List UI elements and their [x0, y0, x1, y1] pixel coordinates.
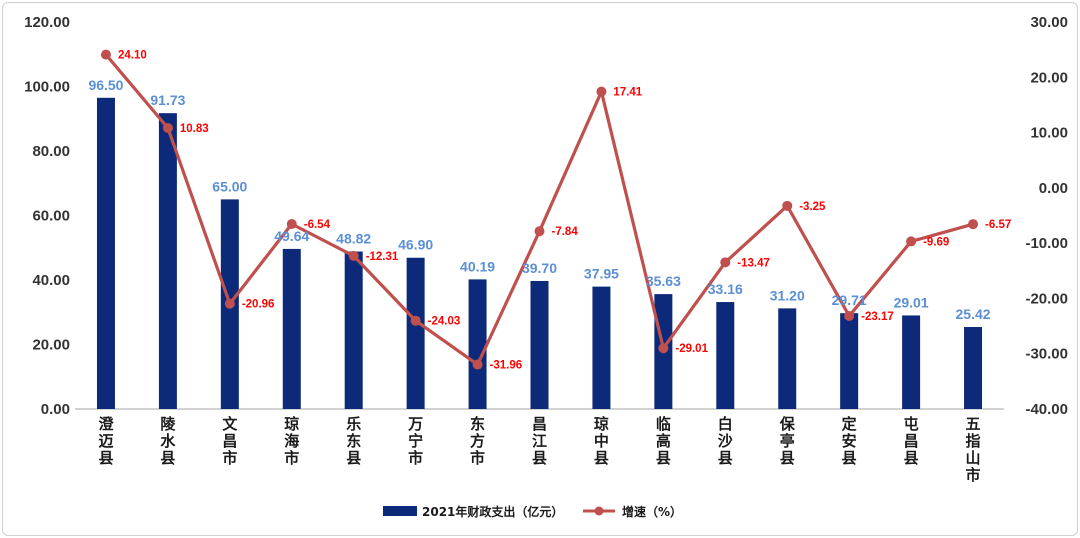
bar: [964, 327, 983, 409]
category-label: 东方市: [470, 415, 485, 467]
bar-data-label: 40.19: [460, 258, 495, 274]
legend-bar-label: 2021年财政支出（亿元）: [422, 504, 563, 519]
line-point: [224, 298, 235, 309]
line-data-label: -12.31: [366, 251, 399, 263]
y-right-tick-label: -10.00: [1025, 235, 1068, 252]
bar-data-label: 37.95: [584, 266, 619, 282]
y-right-tick-label: 10.00: [1030, 125, 1068, 142]
category-label: 临高县: [656, 415, 671, 467]
y-left-tick-label: 120.00: [24, 14, 70, 31]
y-right-tick-label: 0.00: [1039, 180, 1068, 197]
y-right-tick-label: -20.00: [1025, 290, 1068, 307]
y-left-tick-label: 40.00: [32, 272, 70, 289]
bar-data-label: 65.00: [212, 178, 247, 194]
bar: [902, 315, 921, 409]
category-label: 屯昌县: [904, 415, 919, 467]
y-left-tick-label: 60.00: [32, 208, 70, 225]
line-point: [906, 236, 917, 247]
line-point: [844, 310, 855, 321]
bar: [344, 251, 363, 409]
category-label: 乐东县: [346, 415, 361, 467]
category-label: 琼中县: [594, 415, 609, 467]
bar: [158, 113, 177, 410]
y-left-tick-label: 100.00: [24, 79, 70, 96]
line-point: [658, 343, 669, 354]
bar: [406, 257, 425, 409]
legend-line-marker: [594, 506, 604, 516]
line-data-label: -3.25: [799, 201, 826, 213]
legend-line-label: 增速（%）: [622, 504, 682, 519]
bar-data-label: 33.16: [708, 281, 743, 297]
y-left-tick-label: 20.00: [32, 337, 70, 354]
y-left-tick-label: 80.00: [32, 143, 70, 160]
line-point: [968, 219, 979, 230]
bar: [468, 279, 487, 409]
line-point: [720, 257, 731, 268]
bar: [778, 308, 797, 409]
y-right-tick-label: -40.00: [1025, 401, 1068, 418]
line-data-label: -31.96: [490, 360, 523, 372]
line-data-label: -20.96: [242, 299, 275, 311]
category-label: 昌江县: [532, 415, 547, 467]
line-point: [534, 226, 545, 237]
category-label: 文昌市: [222, 415, 238, 467]
line-data-label: 10.83: [180, 123, 209, 135]
line-data-label: -6.57: [985, 219, 1011, 231]
y-right-tick-label: -30.00: [1025, 346, 1068, 363]
line-point: [472, 359, 483, 370]
line-data-label: -9.69: [923, 236, 949, 248]
bar-data-label: 48.82: [336, 231, 371, 247]
bar-data-label: 91.73: [150, 92, 185, 108]
bar: [96, 97, 115, 409]
category-label: 五指山市: [966, 415, 981, 484]
bar: [716, 302, 735, 409]
line-data-label: -7.84: [552, 226, 579, 238]
line-data-label: 24.10: [118, 50, 147, 62]
category-label: 保亭县: [779, 415, 796, 467]
bar: [530, 280, 549, 409]
category-label: 白沙县: [718, 415, 733, 467]
legend-bar-swatch: [383, 506, 417, 516]
line-point: [410, 315, 421, 326]
line-data-label: -13.47: [737, 257, 770, 269]
line-data-label: -23.17: [861, 311, 894, 323]
bar-data-label: 49.64: [274, 228, 309, 244]
line-point: [286, 219, 297, 230]
line-data-label: 17.41: [613, 87, 642, 99]
bar: [282, 248, 301, 409]
bar-data-label: 31.20: [770, 287, 805, 303]
category-label: 陵水县: [160, 415, 176, 467]
y-left-tick-label: 0.00: [41, 401, 70, 418]
category-label: 琼海市: [284, 415, 299, 467]
line-data-label: -6.54: [304, 219, 331, 231]
bar: [592, 286, 611, 409]
line-point: [100, 49, 111, 60]
category-label: 定安县: [842, 415, 857, 467]
line-point: [348, 250, 359, 261]
y-right-tick-label: 30.00: [1030, 14, 1068, 31]
bar-data-label: 39.70: [522, 260, 557, 276]
line-point: [596, 86, 607, 97]
line-data-label: -24.03: [428, 316, 461, 328]
bar-data-label: 29.01: [894, 294, 929, 310]
line-point: [782, 200, 793, 211]
bar-data-label: 46.90: [398, 237, 433, 253]
line-point: [162, 122, 173, 133]
bar: [840, 313, 859, 409]
bar-data-label: 35.63: [646, 273, 681, 289]
bar-data-label: 25.42: [956, 306, 991, 322]
y-right-tick-label: 20.00: [1030, 69, 1068, 86]
line-data-label: -29.01: [675, 343, 708, 355]
category-label: 万宁市: [407, 415, 423, 467]
bar-data-label: 29.71: [832, 292, 867, 308]
category-label: 澄迈县: [98, 415, 114, 467]
bar-data-label: 96.50: [88, 77, 123, 93]
